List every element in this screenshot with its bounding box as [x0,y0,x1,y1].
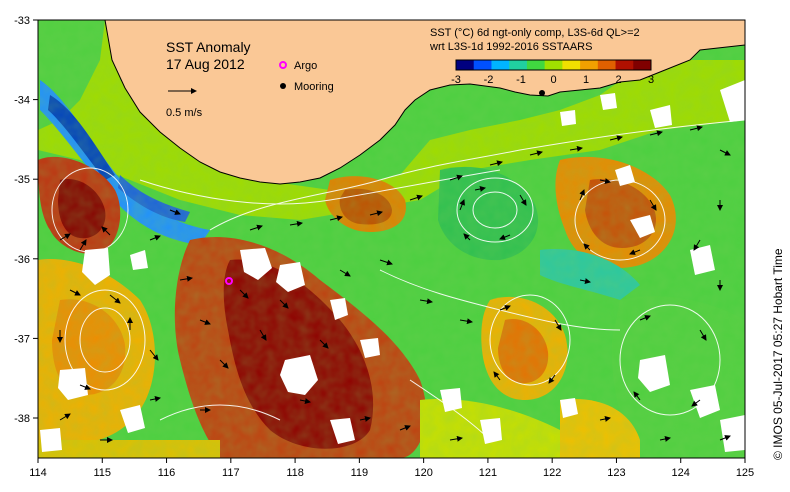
x-axis: 114 115 116 117 118 119 120 121 122 123 124 125 [29,458,754,479]
colorbar-swatch [580,60,599,70]
x-tick-label: 122 [543,467,561,479]
credit-text: © IMOS 05-Jul-2017 05:27 Hobart Time [771,248,785,460]
missing-data [40,80,745,452]
colorbar-swatch [491,60,510,70]
colorbar-swatch [544,60,563,70]
map-title: SST Anomaly [166,39,251,55]
colorbar-swatch [526,60,546,70]
colorbar-tick-label: -2 [484,74,494,86]
x-tick-label: 118 [286,467,304,479]
colorbar-swatch [633,60,652,70]
colorbar-ticks: -3 -2 -1 0 1 2 3 [451,74,654,86]
sea-level-contours [51,119,745,441]
colorbar-tick-label: 3 [648,74,654,86]
sst-field [38,20,745,458]
colorbar-frame [455,59,652,71]
colorbar-swatch [456,60,475,70]
colorbar-tick-label: -3 [451,74,461,86]
colorbar-swatch [615,60,634,70]
argo-float-marker [225,277,233,285]
x-tick-label: 114 [29,467,47,479]
x-tick-label: 120 [414,467,432,479]
map-date: 17 Aug 2012 [166,56,245,72]
x-tick-label: 123 [607,467,625,479]
y-axis: -33 -34 -35 -36 -37 -38 [14,15,38,425]
x-tick-label: 117 [222,467,240,479]
y-tick-label: -36 [14,254,30,266]
mooring-marker [539,90,545,96]
y-tick-label: -38 [14,413,30,425]
colorbar [455,59,652,71]
x-tick-label: 124 [672,467,690,479]
scale-arrow-label: 0.5 m/s [166,107,203,119]
colorbar-tick-label: 0 [550,74,556,86]
x-tick-label: 121 [479,467,497,479]
velocity-vectors [57,125,731,443]
x-tick-label: 115 [93,467,111,479]
mooring-legend-icon [280,83,286,89]
colorbar-swatch [509,60,528,70]
x-tick-label: 116 [158,467,176,479]
plot-frame [37,19,746,459]
y-tick-label: -33 [14,15,30,27]
argo-legend-icon [279,61,287,69]
mooring-legend-label: Mooring [294,81,334,93]
colorbar-swatch [597,60,617,70]
product-line-1: SST (°C) 6d ngt-only comp, L3S-6d QL>=2 [430,27,640,39]
product-line-2: wrt L3S-1d 1992-2016 SSTAARS [429,41,592,53]
colorbar-tick-label: 2 [615,74,621,86]
y-tick-label: -35 [14,174,30,186]
colorbar-tick-label: 1 [583,74,589,86]
x-tick-label: 119 [351,467,369,479]
argo-legend-label: Argo [294,60,317,72]
y-tick-label: -37 [14,333,30,345]
colorbar-tick-label: -1 [516,74,526,86]
colorbar-swatch [473,60,492,70]
y-tick-label: -34 [14,95,30,107]
colorbar-swatch [562,60,581,70]
x-tick-label: 125 [736,467,754,479]
